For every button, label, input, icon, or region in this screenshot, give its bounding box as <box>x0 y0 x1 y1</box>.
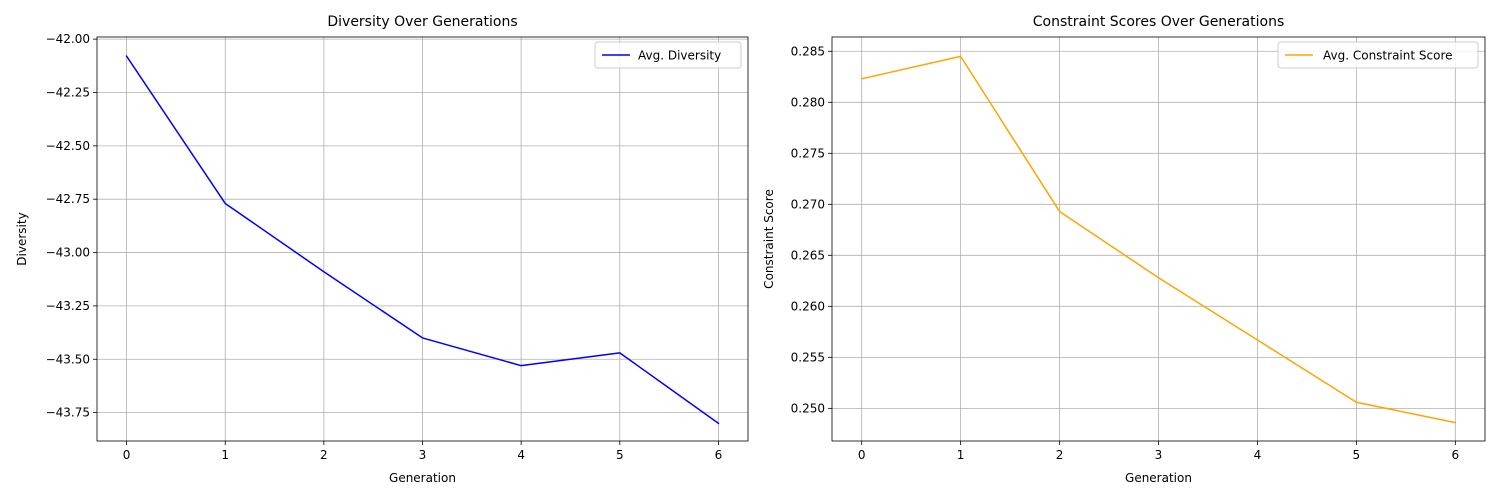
x-tick-label: 4 <box>517 448 525 462</box>
x-tick-label: 5 <box>616 448 624 462</box>
y-tick-label: 0.275 <box>791 146 825 160</box>
y-tick-label: −42.00 <box>46 32 90 46</box>
series-line <box>860 55 1457 424</box>
plot-lines <box>860 55 1457 424</box>
y-tick-label: −43.50 <box>46 352 90 366</box>
legend-box <box>594 41 742 69</box>
y-tick-label: 0.280 <box>791 95 825 109</box>
series-line <box>125 55 720 425</box>
x-tick-label: 5 <box>1353 448 1361 462</box>
y-axis-label: Constraint Score <box>762 189 776 289</box>
grid-lines <box>97 37 748 441</box>
y-tick-label: −42.25 <box>46 85 90 99</box>
y-tick-label: 0.285 <box>791 44 825 58</box>
y-tick-label: −43.25 <box>46 299 90 313</box>
x-tick-label: 1 <box>221 448 229 462</box>
x-tick-label: 0 <box>858 448 866 462</box>
x-tick-label: 2 <box>320 448 328 462</box>
y-axis-label: Diversity <box>15 212 29 265</box>
x-tick-label: 2 <box>1056 448 1064 462</box>
y-tick-label: −43.00 <box>46 246 90 260</box>
legend-label: Avg. Constraint Score <box>1323 49 1453 63</box>
x-tick-label: 4 <box>1254 448 1262 462</box>
axis-ticks: 0 1 2 3 4 5 6 −42.00 −42.25 −42.50 −42.75 −43.00 −43… <box>46 32 723 462</box>
y-tick-label: 0.255 <box>791 350 825 364</box>
x-tick-label: 0 <box>123 448 131 462</box>
x-tick-label: 6 <box>1451 448 1459 462</box>
legend: Avg. Diversity <box>594 41 742 69</box>
x-axis-label: Generation <box>1125 471 1192 485</box>
axis-ticks: 0 1 2 3 4 5 6 0.250 0.255 0.260 0.265 0.270 0.275 0.2… <box>791 44 1459 462</box>
legend-box <box>1277 41 1479 69</box>
y-tick-label: 0.250 <box>791 401 825 415</box>
chart-title: Constraint Scores Over Generations <box>1033 14 1285 30</box>
x-tick-label: 3 <box>1155 448 1163 462</box>
y-tick-label: −43.75 <box>46 406 90 420</box>
legend: Avg. Constraint Score <box>1277 41 1479 69</box>
x-axis-label: Generation <box>389 471 456 485</box>
plot-lines <box>125 55 720 425</box>
constraint-score-chart: Constraint Scores Over Generations 0 1 2 3 4… <box>762 14 1486 485</box>
chart-title: Diversity Over Generations <box>327 14 517 30</box>
x-tick-label: 3 <box>419 448 427 462</box>
y-tick-label: 0.270 <box>791 197 825 211</box>
y-tick-label: −42.50 <box>46 139 90 153</box>
grid-lines <box>832 37 1485 441</box>
y-tick-label: −42.75 <box>46 192 90 206</box>
legend-label: Avg. Diversity <box>638 49 721 63</box>
x-tick-label: 1 <box>957 448 965 462</box>
y-tick-label: 0.260 <box>791 299 825 313</box>
y-tick-label: 0.265 <box>791 248 825 262</box>
diversity-chart: Diversity Over Generations 0 1 2 3 4 5 6 −42.00… <box>15 14 749 485</box>
x-tick-label: 6 <box>715 448 723 462</box>
